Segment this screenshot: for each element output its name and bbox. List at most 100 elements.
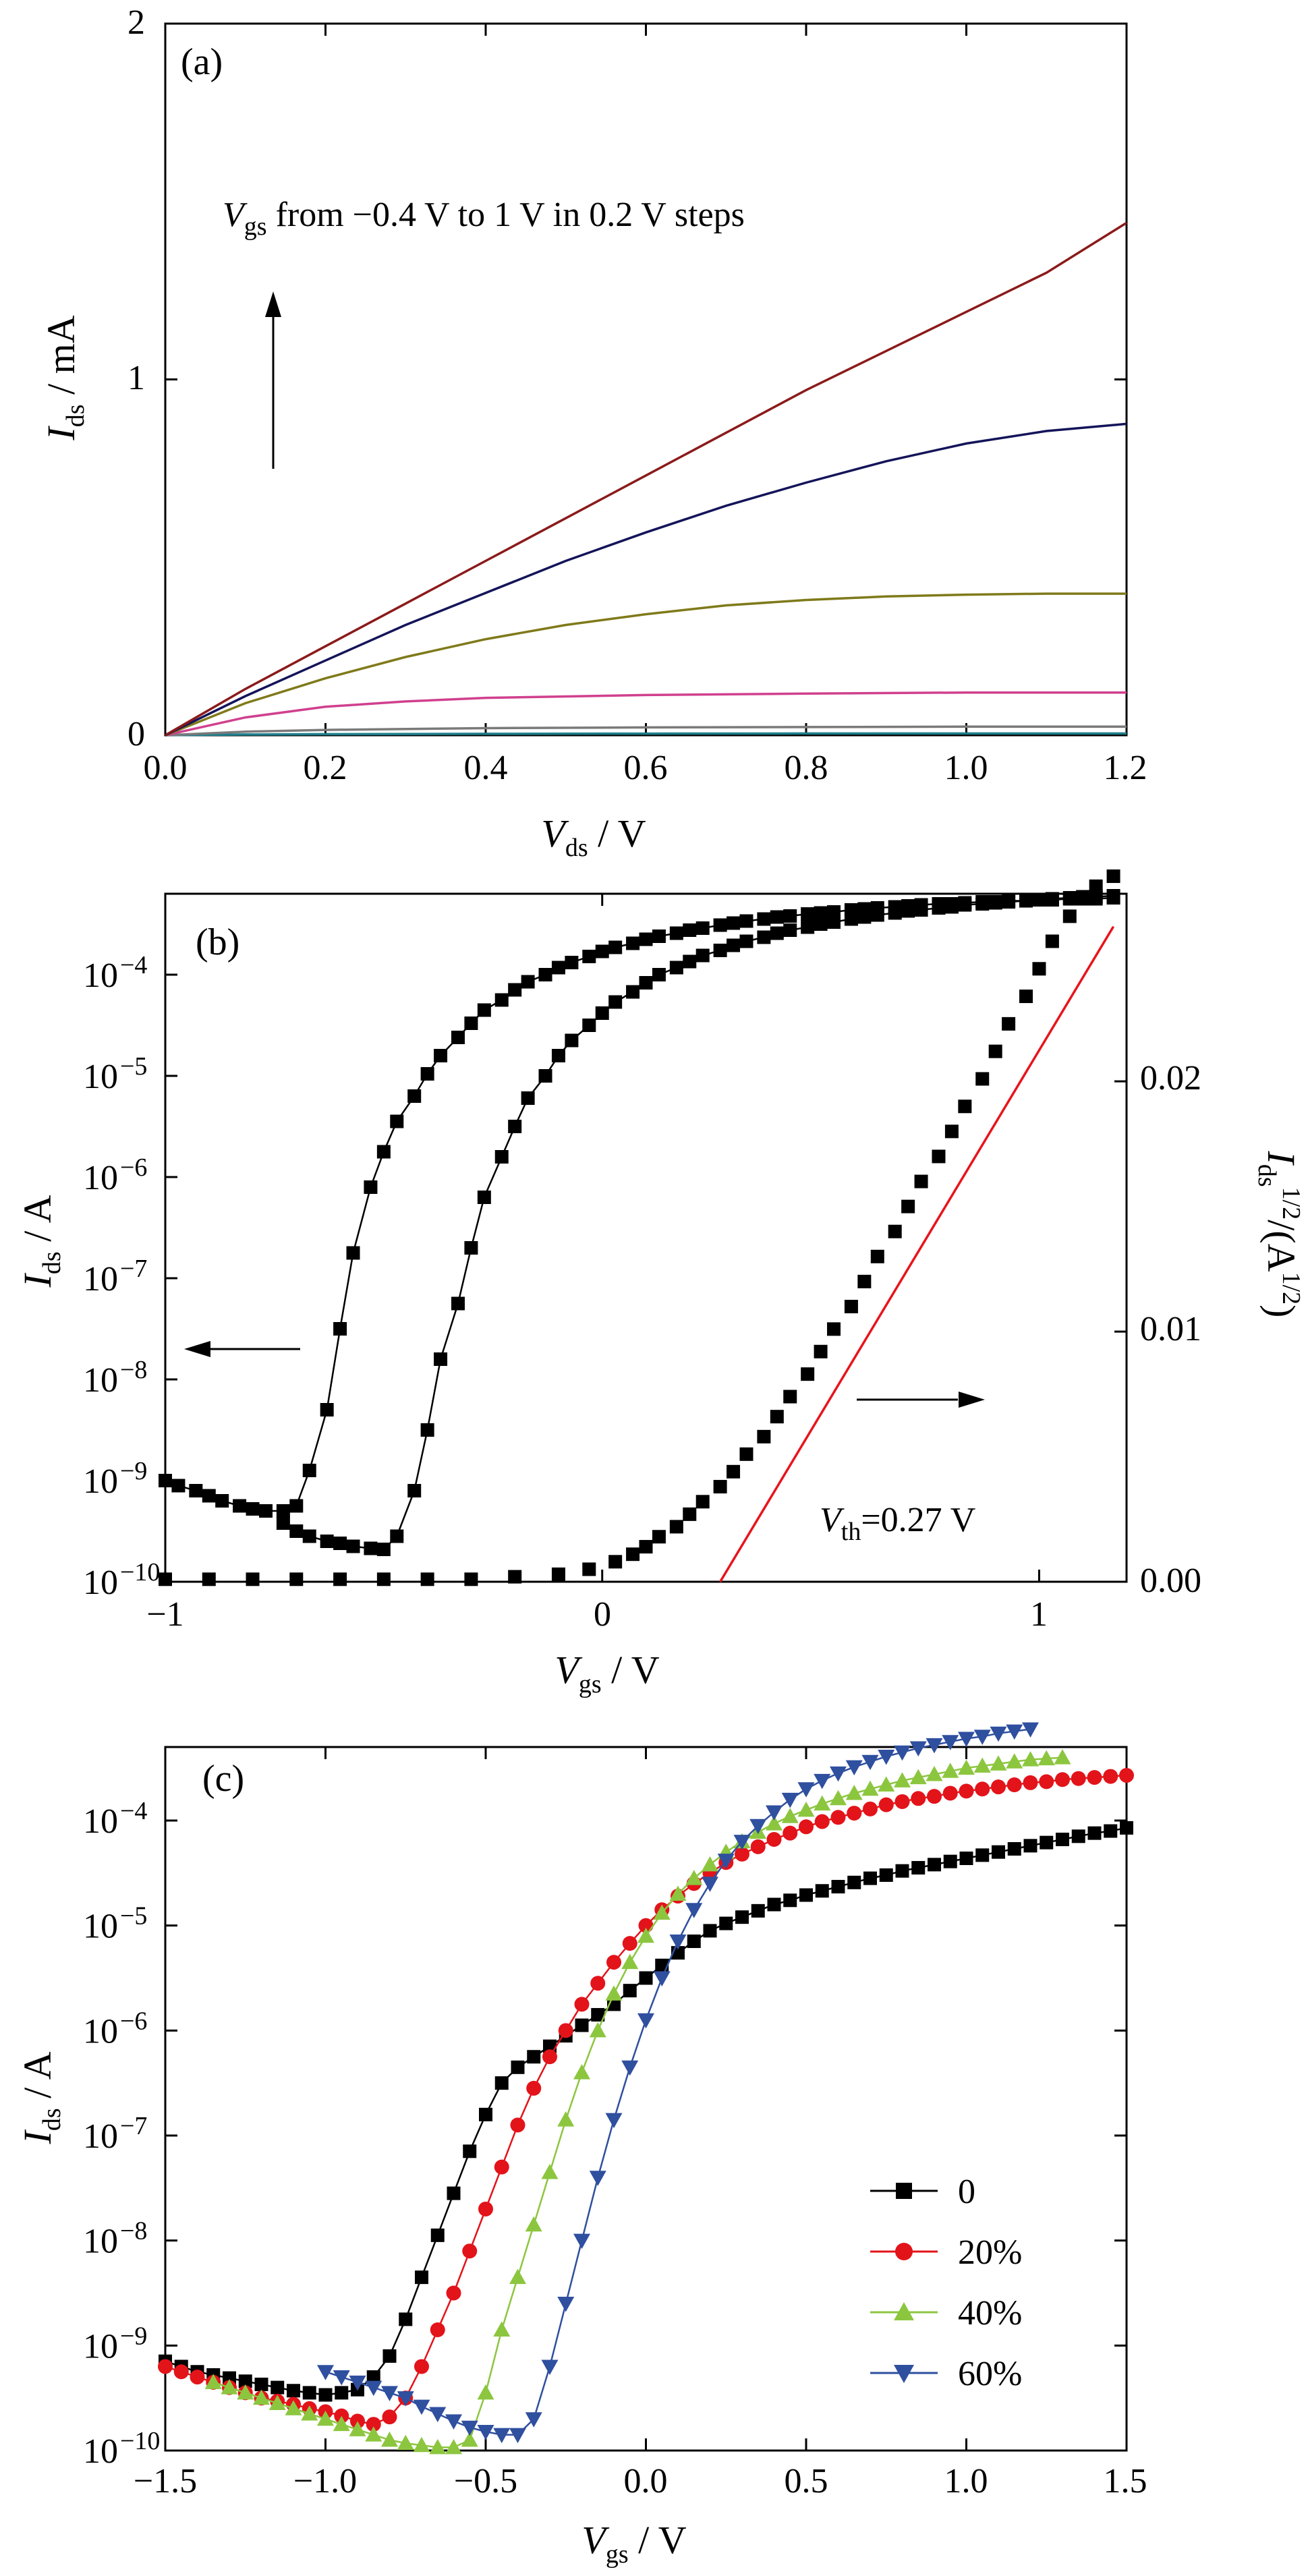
panel-b-fwd-point-43: [783, 909, 797, 923]
panel-b-label: (b): [196, 921, 239, 963]
panel-c-series-2-point-14: [429, 2438, 447, 2455]
panel-c-series-3-point-2: [349, 2375, 366, 2391]
panel-b-rev-point-5: [346, 1539, 360, 1553]
panel-c-series-1-point-36: [735, 1846, 749, 1862]
panel-a-label: (a): [181, 41, 223, 83]
panel-c-series-1-point-19: [462, 2243, 478, 2259]
panel-c-series-2-point-12: [397, 2434, 414, 2451]
panel-c-series-3-point-4: [381, 2386, 398, 2401]
panel-b-fwd-point-13: [346, 1246, 360, 1260]
panel-c-series-1-point-42: [830, 1810, 846, 1825]
panel-a-series-line-5: [165, 221, 1127, 737]
panel-b-rev-point-17: [521, 1091, 535, 1105]
panel-c-series-3-point-41: [973, 1729, 991, 1745]
panel-b-sqrt-point-19: [727, 1464, 741, 1479]
panel-c-series-3-point-14: [541, 2359, 559, 2375]
panel-c-series-0-point-19: [463, 2144, 477, 2158]
panel-c-x-label: Vgs / V: [581, 2518, 686, 2569]
panel-c-series-0-point-42: [831, 1880, 845, 1894]
panel-c-series-0-point-45: [879, 1868, 893, 1882]
panel-b-ytick-exp-5: −5: [120, 1052, 147, 1081]
panel-b-rev-point-33: [757, 930, 771, 944]
panel-a-xtick-2: 0.4: [464, 749, 508, 787]
panel-b-sqrt-point-15: [669, 1520, 683, 1534]
panel-b-sqrt-point-17: [695, 1495, 710, 1509]
panel-c-series-2-point-2: [237, 2384, 254, 2400]
panel-c-ytick-base-3: 10: [83, 2117, 118, 2156]
panel-c-series-0-point-22: [511, 2060, 525, 2074]
panel-c-series-0-point-27: [591, 2007, 605, 2022]
panel-c-series-2-point-44: [909, 1769, 927, 1785]
panel-c-series-3-point-35: [878, 1750, 895, 1765]
panel-b-fwd-point-5: [233, 1499, 247, 1513]
panel-b-rev-point-7: [376, 1543, 391, 1556]
panel-c-x-ticks: −1.5 −1.0 −0.5 0.0 0.5 1.0 1.5: [134, 2462, 1147, 2500]
panel-c-legend: 0 20% 40% 60%: [870, 2173, 1022, 2393]
panel-b-ytick-0: 10: [83, 1564, 118, 1602]
panel-c-series-0-point-48: [928, 1858, 941, 1872]
panel-c-series-2-point-24: [589, 2022, 606, 2038]
panel-c-series-3-point-44: [1022, 1722, 1039, 1738]
panel-a-series-line-1: [165, 725, 1127, 737]
panel-b-sqrt-point-36: [975, 1072, 990, 1086]
panel-c-series-3-point-38: [926, 1738, 943, 1754]
panel-c-series-3-point-42: [990, 1726, 1007, 1742]
panel-c-series-1-point-23: [526, 2080, 542, 2096]
panel-c-series-3-point-23: [685, 1903, 703, 1918]
panel-c-series-2-point-23: [573, 2064, 590, 2080]
panel-c-series-0-point-14: [382, 2349, 397, 2363]
panel-b-rev-point-28: [683, 954, 697, 969]
panel-c-series-2-point-11: [381, 2431, 398, 2447]
panel-c-series-3-point-43: [1006, 1724, 1023, 1740]
panel-b-rev-point-52: [1032, 893, 1046, 907]
panel-b-sqrt-point-39: [1019, 990, 1033, 1004]
panel-c-series-0-point-60: [1120, 1821, 1133, 1835]
panel-c-series-2-point-48: [973, 1757, 991, 1773]
panel-c-series-2-point-51: [1022, 1751, 1039, 1767]
panel-b-sqrt-point-28: [857, 1274, 872, 1288]
panel-c-ytick-0: 10: [83, 2432, 118, 2471]
panel-b-sqrt-point-40: [1032, 962, 1046, 976]
panel-b-rev-point-39: [844, 912, 858, 926]
panel-b-fwd-point-22: [477, 1003, 491, 1017]
panel-b-rev-point-46: [944, 900, 959, 914]
panel-c-series-3-point-26: [733, 1835, 751, 1850]
panel-a-ytick-2: 2: [127, 3, 145, 42]
panel-b-ytick-exp-6: −4: [120, 951, 147, 979]
panel-b-fwd-point-4: [215, 1494, 229, 1508]
panel-c-legend-marker-2: [894, 2302, 914, 2320]
panel-c-series-1-point-43: [847, 1806, 862, 1821]
panel-c-series-3-point-22: [669, 1934, 687, 1950]
panel-c-series-1-point-39: [783, 1825, 798, 1841]
panel-c-xtick-4: 0.5: [785, 2462, 828, 2500]
panel-c-series-3-point-18: [605, 2113, 623, 2129]
panel-c-series-0-point-50: [959, 1852, 973, 1866]
panel-c-series-3-point-37: [909, 1741, 927, 1757]
panel-b-ytick-4: 10: [83, 1159, 118, 1197]
panel-c-series-0-point-51: [975, 1848, 990, 1862]
panel-c-series-2-point-38: [814, 1795, 831, 1811]
panel-c-ytick-4: 10: [83, 2012, 118, 2051]
panel-a-series-line-2: [165, 691, 1127, 737]
panel-b-sqrt-point-37: [988, 1044, 1002, 1058]
panel-b-ytick-base-0: 10: [83, 1564, 118, 1602]
panel-c-series-1-point-22: [510, 2117, 525, 2133]
panel-c-series-0-point-10: [318, 2388, 333, 2402]
panel-a-x-ticks: 0.0 0.2 0.4 0.6 0.8 1.0 1.2: [144, 749, 1147, 787]
panel-b-y2tick-0: 0.00: [1140, 1562, 1201, 1600]
panel-b-x-label: Vgs / V: [555, 1648, 659, 1698]
panel-b-rev-point-51: [1019, 894, 1033, 908]
panel-c-label: (c): [202, 1758, 244, 1800]
panel-c-series-0-point-37: [751, 1904, 765, 1918]
panel-b-rev-point-13: [464, 1241, 478, 1255]
panel-b-rev-point-10: [420, 1423, 434, 1437]
panel-c-series-2-point-21: [541, 2163, 559, 2179]
panel-b-fwd-point-26: [538, 968, 552, 981]
panel-b-fwd-point-29: [582, 950, 596, 963]
panel-c-series-0-point-7: [271, 2380, 285, 2395]
panel-c-series-1-point-49: [942, 1785, 958, 1801]
panel-a-xtick-5: 1.0: [944, 749, 988, 787]
